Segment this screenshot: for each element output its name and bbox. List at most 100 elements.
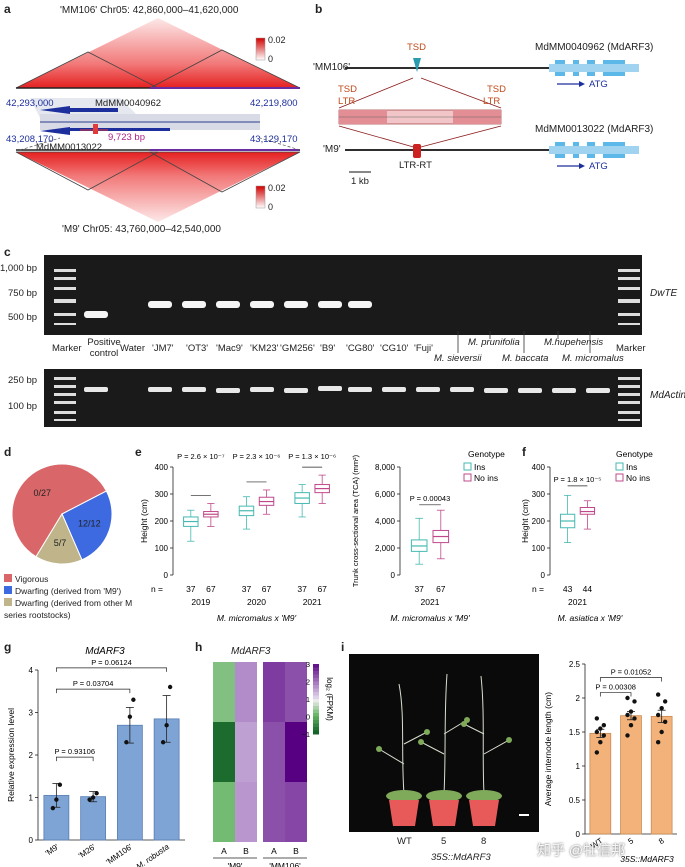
y-tick-label: 400: [155, 463, 169, 472]
y-tick-label: 100: [532, 544, 546, 553]
legend-swatch: [463, 462, 472, 471]
hic-map: [15, 18, 301, 222]
y-tick-label: 300: [532, 490, 546, 499]
lane-cg10: 'CG10': [380, 343, 409, 354]
box-chart-tca: 0 2,000 4,000 6,000 8,000 Trunk cross-section…: [351, 449, 505, 623]
data-point: [54, 797, 59, 802]
p-value-label: P = 0.01052: [611, 668, 652, 677]
n-value: 67: [262, 584, 272, 594]
panel-a-label: a: [4, 2, 11, 16]
y-tick-label: 2,000: [375, 544, 396, 553]
data-point: [90, 795, 96, 800]
color-scale-tick: 3: [306, 660, 310, 669]
p-value-label: P = 0.93106: [54, 747, 95, 756]
data-point: [625, 712, 630, 718]
y-tick-label: 0: [541, 571, 546, 580]
panel-e: e 0 100 200 300 400 Height (cm) P = 2.6 × 10⁻⁷…: [135, 445, 530, 630]
panel-g-label: g: [4, 640, 12, 654]
x-tick-label: 'M26': [77, 842, 98, 860]
data-point: [94, 791, 99, 796]
legend-item: Ins: [474, 462, 485, 472]
data-point: [167, 684, 173, 690]
color-scale-step: [313, 709, 319, 714]
tsd-label-1: TSD: [407, 42, 426, 53]
color-scale-step: [313, 667, 319, 672]
lane-gm256: 'GM256': [280, 343, 315, 354]
panel-c-label: c: [4, 245, 11, 259]
data-point: [632, 699, 637, 704]
photo-label-8: 8: [481, 836, 487, 847]
coord-bottom-left: 43,208,170: [6, 134, 54, 145]
significance-bracket: [56, 667, 167, 672]
legend-swatch: [615, 462, 624, 471]
pie-slice-label-0: 0/27: [33, 488, 51, 498]
heatmap-group-label: 'MM106': [269, 861, 301, 867]
legend-item: No ins: [626, 473, 650, 483]
lane-jm7: 'JM7': [152, 343, 174, 354]
data-point: [628, 723, 634, 728]
gene-bottom-name: MdActin: [650, 390, 685, 401]
color-scale-step: [313, 681, 319, 686]
color-scale-step: [313, 730, 319, 735]
data-point: [131, 697, 136, 702]
ltr-label-1: LTR: [338, 96, 356, 107]
pie-chart: 0/27 12/12 5/7: [11, 463, 113, 565]
panel-f: f 0 100 200 300 400 Height (cm) P = 1.8 × 10⁻⁵…: [520, 445, 685, 630]
ladder-bottom-250: 250 bp: [8, 375, 38, 386]
scale-label: 1 kb: [351, 176, 369, 187]
pie-slice-2: [35, 512, 83, 565]
coord-top-right: 42,219,800: [250, 98, 298, 109]
tsd-label-2: TSD: [338, 84, 357, 95]
heatmap-col-label: B: [293, 846, 299, 856]
ltr-rt-marker: [413, 144, 421, 158]
scale-bottom-max: 0.02: [268, 183, 286, 193]
color-scale-step: [313, 716, 319, 721]
n-value: 37: [297, 584, 307, 594]
y-tick-label: 6,000: [375, 490, 396, 499]
heatmap-cell: [285, 662, 307, 722]
panel-a: a: [0, 0, 330, 240]
n-label: n =: [151, 584, 163, 594]
bar: [80, 796, 107, 841]
color-scale-bottom: [255, 185, 266, 209]
y-tick-label: 0: [391, 571, 396, 580]
year-label: 2019: [191, 597, 210, 607]
box-no-ins: [579, 507, 596, 515]
species-baccata: M. baccata: [502, 353, 549, 364]
bar: [620, 715, 642, 835]
watermark: 知乎 @牡信邦: [537, 842, 626, 858]
ladder-bottom-100: 100 bp: [8, 401, 38, 412]
data-point: [127, 714, 133, 719]
panel-h: h MdARF3 A B A B 'M9' 'MM106' 3 2 1 0 −1 log₂ (FPKM…: [195, 640, 335, 867]
color-scale-step: [313, 678, 319, 682]
data-point: [655, 692, 661, 697]
n-label: n =: [532, 584, 544, 594]
species-hupehensis: M.hupehensis: [544, 337, 604, 348]
heatmap-cell: [235, 782, 257, 842]
lane-fuji: 'Fuji': [414, 343, 433, 354]
hic-top-title: 'MM106' Chr05: 42,860,000–41,620,000: [60, 5, 239, 16]
data-point: [160, 740, 166, 745]
tsd-label-3: TSD: [487, 84, 506, 95]
color-scale-step: [313, 674, 319, 679]
n-value: 37: [186, 584, 196, 594]
y-tick-label: 2: [576, 694, 581, 703]
y-tick-label: 200: [155, 517, 169, 526]
lane-positive: Positive control: [87, 337, 121, 359]
insertion-marker: [93, 124, 98, 134]
data-point: [57, 782, 63, 787]
panel-d-label: d: [4, 445, 12, 459]
heatmap-cell: [263, 722, 285, 782]
color-scale-step: [313, 720, 319, 724]
y-tick-label: 1: [576, 762, 581, 771]
color-scale-tick: 2: [306, 678, 310, 687]
coord-top-left: 42,293,000: [6, 98, 54, 109]
gene2-label: MdMM0013022 (MdARF3): [535, 124, 654, 135]
heatmap-cell: [213, 722, 235, 782]
x-tick-label: M. robusta: [135, 842, 172, 867]
panel-i: i WT 5 8 35S::MdARF3 0 0.5 1: [337, 640, 685, 867]
x-axis-label: 35S::MdARF3: [620, 854, 674, 864]
gene-top-label: MdMM0040962: [95, 98, 162, 109]
legend-vigorous: Vigorous: [4, 573, 144, 585]
